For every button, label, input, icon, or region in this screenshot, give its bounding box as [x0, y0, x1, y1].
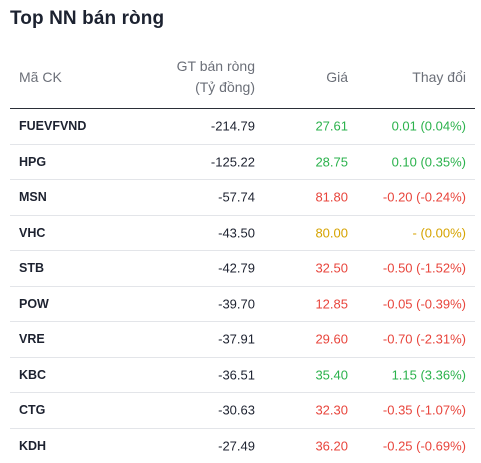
table-row[interactable]: VHC -43.50 80.00 - (0.00%)	[10, 216, 475, 252]
table-row[interactable]: KBC -36.51 35.40 1.15 (3.36%)	[10, 358, 475, 394]
net-sell-value: -39.70	[218, 296, 255, 311]
stock-code[interactable]: KDH	[19, 439, 46, 453]
table-row[interactable]: FUEVFVND -214.79 27.61 0.01 (0.04%)	[10, 109, 475, 145]
stock-code[interactable]: VHC	[19, 226, 45, 240]
table-body: FUEVFVND -214.79 27.61 0.01 (0.04%) HPG …	[10, 109, 475, 463]
stock-code[interactable]: FUEVFVND	[19, 119, 86, 133]
price-change: -0.35 (-1.07%)	[383, 403, 466, 418]
table-row[interactable]: CTG -30.63 32.30 -0.35 (-1.07%)	[10, 393, 475, 429]
net-sell-value: -57.74	[218, 190, 255, 205]
table-header: Mã CK GT bán ròng (Tỷ đồng) Giá Thay đổi	[10, 52, 475, 109]
stock-code[interactable]: HPG	[19, 155, 46, 169]
price: 32.50	[315, 261, 348, 276]
price: 81.80	[315, 190, 348, 205]
stock-code[interactable]: CTG	[19, 403, 45, 417]
net-sell-value: -43.50	[218, 225, 255, 240]
price: 36.20	[315, 438, 348, 453]
price-change: -0.70 (-2.31%)	[383, 332, 466, 347]
table-row[interactable]: KDH -27.49 36.20 -0.25 (-0.69%)	[10, 429, 475, 463]
stock-code[interactable]: STB	[19, 261, 44, 275]
net-sell-value: -42.79	[218, 261, 255, 276]
price-change: -0.05 (-0.39%)	[383, 296, 466, 311]
table-row[interactable]: STB -42.79 32.50 -0.50 (-1.52%)	[10, 251, 475, 287]
table-row[interactable]: VRE -37.91 29.60 -0.70 (-2.31%)	[10, 322, 475, 358]
price: 80.00	[315, 225, 348, 240]
price-change: 0.10 (0.35%)	[392, 154, 466, 169]
stock-code[interactable]: VRE	[19, 332, 45, 346]
price-change: -0.25 (-0.69%)	[383, 438, 466, 453]
stock-code[interactable]: MSN	[19, 190, 47, 204]
column-header-price[interactable]: Giá	[326, 69, 348, 85]
price: 28.75	[315, 154, 348, 169]
column-header-change[interactable]: Thay đổi	[412, 69, 466, 85]
price: 35.40	[315, 367, 348, 382]
column-header-net-sell-value-line1: GT bán ròng	[177, 56, 255, 77]
stock-code[interactable]: POW	[19, 297, 49, 311]
net-sell-value: -37.91	[218, 332, 255, 347]
price-change: -0.50 (-1.52%)	[383, 261, 466, 276]
price-change: - (0.00%)	[413, 225, 466, 240]
table-row[interactable]: HPG -125.22 28.75 0.10 (0.35%)	[10, 145, 475, 181]
price: 29.60	[315, 332, 348, 347]
price-change: 1.15 (3.36%)	[392, 367, 466, 382]
price-change: -0.20 (-0.24%)	[383, 190, 466, 205]
net-sell-value: -214.79	[211, 119, 255, 134]
net-sell-value: -30.63	[218, 403, 255, 418]
price: 12.85	[315, 296, 348, 311]
net-sell-value: -36.51	[218, 367, 255, 382]
price: 32.30	[315, 403, 348, 418]
price: 27.61	[315, 119, 348, 134]
net-sell-value: -27.49	[218, 438, 255, 453]
column-header-code[interactable]: Mã CK	[19, 69, 62, 85]
net-sell-table: Mã CK GT bán ròng (Tỷ đồng) Giá Thay đổi…	[10, 52, 475, 463]
page-title: Top NN bán ròng	[10, 8, 164, 30]
net-sell-value: -125.22	[211, 154, 255, 169]
table-row[interactable]: POW -39.70 12.85 -0.05 (-0.39%)	[10, 287, 475, 323]
table-row[interactable]: MSN -57.74 81.80 -0.20 (-0.24%)	[10, 180, 475, 216]
column-header-net-sell-value[interactable]: GT bán ròng (Tỷ đồng)	[177, 56, 255, 98]
column-header-net-sell-value-line2: (Tỷ đồng)	[177, 77, 255, 98]
stock-code[interactable]: KBC	[19, 368, 46, 382]
price-change: 0.01 (0.04%)	[392, 119, 466, 134]
